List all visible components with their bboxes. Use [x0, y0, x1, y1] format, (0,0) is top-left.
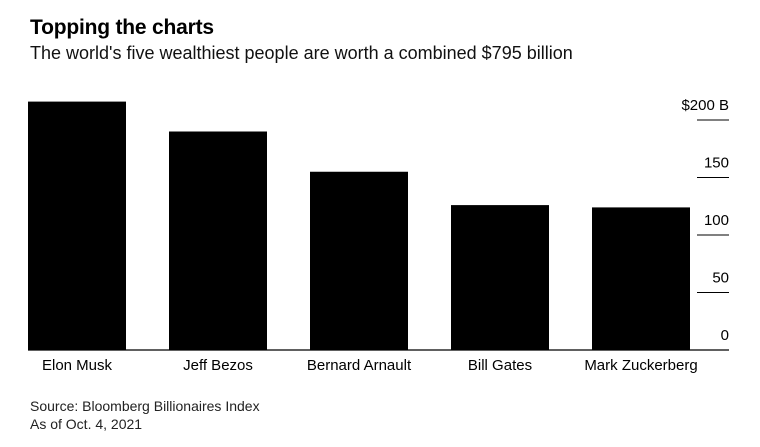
x-tick-label: Bernard Arnault — [307, 357, 412, 374]
bar-mark-zuckerberg — [592, 207, 690, 350]
bar-bill-gates — [451, 205, 549, 350]
x-tick-label: Bill Gates — [468, 357, 532, 374]
bar-jeff-bezos — [169, 131, 267, 350]
y-tick-label: 100 — [704, 212, 729, 229]
y-tick-label: 0 — [721, 327, 729, 344]
x-tick-label: Elon Musk — [42, 357, 113, 374]
date-text: As of Oct. 4, 2021 — [30, 416, 143, 432]
source-text: Source: Bloomberg Billionaires Index — [30, 398, 260, 414]
y-tick-label: $200 B — [681, 97, 729, 114]
y-tick-label: 50 — [712, 270, 729, 287]
bar-elon-musk — [28, 101, 126, 350]
chart-title: Topping the charts — [30, 16, 214, 39]
chart-subtitle: The world's five wealthiest people are w… — [30, 43, 573, 63]
bar-chart: Elon Musk Jeff Bezos Bernard Arnault Bill G… — [28, 97, 729, 374]
source-note: Source: Bloomberg Billionaires Index As … — [30, 397, 260, 433]
bar-bernard-arnault — [310, 171, 408, 350]
y-tick-label: 150 — [704, 155, 729, 172]
x-tick-label: Mark Zuckerberg — [584, 357, 697, 374]
x-tick-label: Jeff Bezos — [183, 357, 253, 374]
